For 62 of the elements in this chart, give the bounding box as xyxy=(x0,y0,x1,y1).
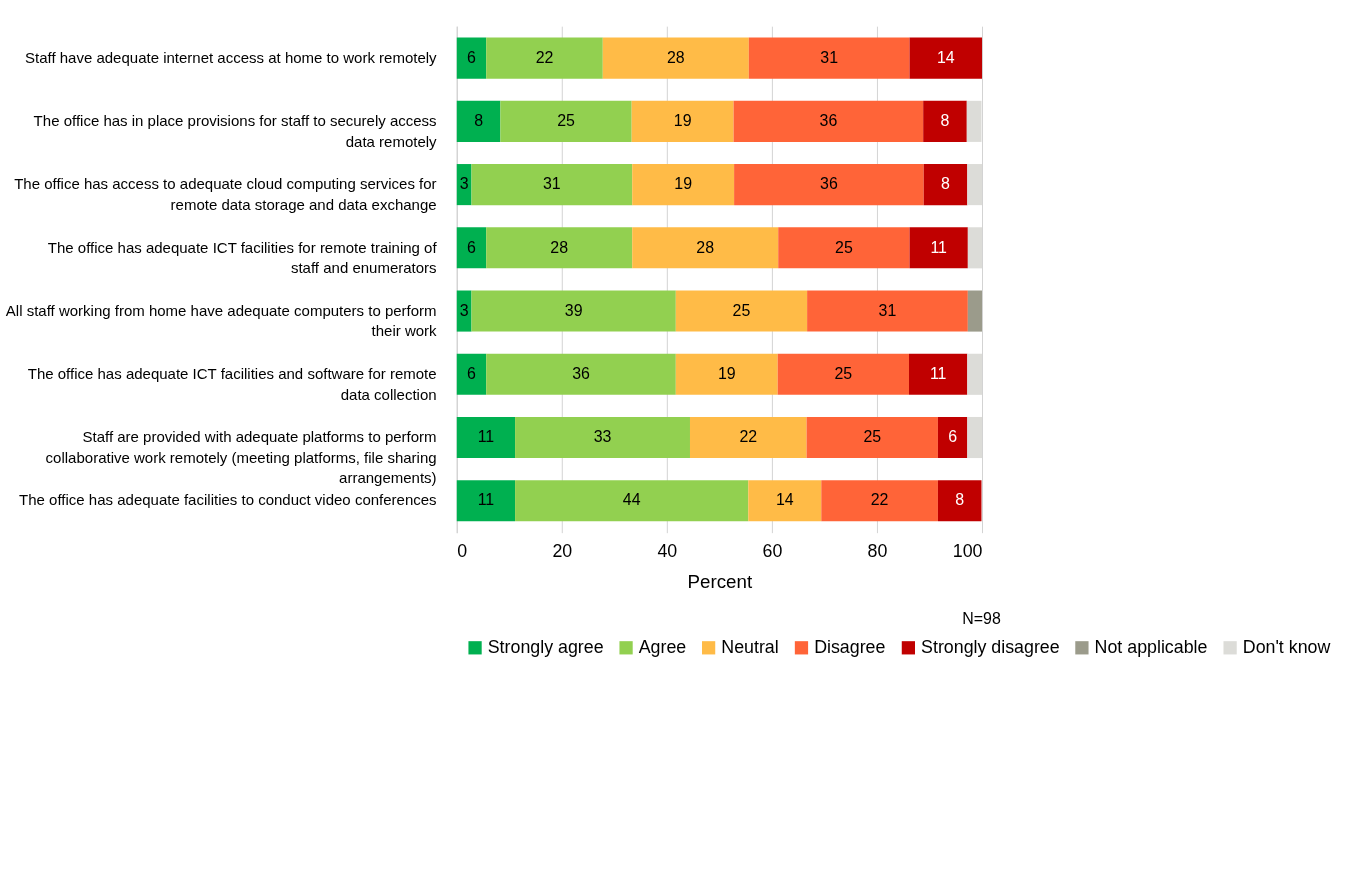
legend-label: Not applicable xyxy=(1094,637,1208,658)
data-label: 19 xyxy=(673,112,692,130)
data-label: 44 xyxy=(622,491,641,509)
data-label: 14 xyxy=(936,48,955,66)
text: N=98 xyxy=(962,609,1001,627)
data-label: 14 xyxy=(775,491,794,509)
data-label: 25 xyxy=(557,112,576,130)
legend-label: Disagree xyxy=(814,637,886,658)
y-tick-label: The office has adequate ICT facilities and software for remote data collection xyxy=(27,364,437,403)
y-tick-label: Staff are provided with adequate platforms to perform collaborative work remotely (meeting platforms, file sharing arrangements) xyxy=(45,428,437,487)
data-label: 19 xyxy=(674,175,693,193)
legend-label: Strongly disagree xyxy=(921,637,1060,658)
data-label: 11 xyxy=(930,238,948,256)
legend-label: Agree xyxy=(638,637,687,658)
y-tick-label: The office has adequate facilities to conduct video conferences xyxy=(19,491,437,509)
x-tick-label: 60 xyxy=(762,540,783,561)
data-label: 22 xyxy=(870,491,889,509)
x-tick-label: 0 xyxy=(457,540,468,561)
data-label: 36 xyxy=(820,175,838,193)
data-label: 22 xyxy=(535,48,554,66)
x-tick-label: 40 xyxy=(657,540,678,561)
x-tick-label: 20 xyxy=(552,540,573,561)
data-label: 6 xyxy=(467,238,477,256)
data-label: 28 xyxy=(666,48,685,66)
data-label: 6 xyxy=(467,48,477,66)
data-label: 22 xyxy=(739,428,758,446)
data-label: 31 xyxy=(878,301,897,319)
data-label: 8 xyxy=(940,112,950,130)
data-label: 11 xyxy=(477,428,495,446)
data-label: 31 xyxy=(820,48,839,66)
legend-label: Strongly agree xyxy=(487,637,604,658)
data-label: 8 xyxy=(955,491,965,509)
data-label: 8 xyxy=(474,112,484,130)
y-tick-label: The office has adequate ICT facilities for remote training of staff and enumerators xyxy=(47,238,438,277)
data-label: 25 xyxy=(863,428,882,446)
data-label: 28 xyxy=(696,238,715,256)
y-tick-label: Staff have adequate internet access at home to work remotely xyxy=(24,48,438,66)
data-label: 6 xyxy=(948,428,958,446)
legend-label: Don't know xyxy=(1242,637,1331,658)
data-label: 3 xyxy=(459,301,469,319)
y-tick-label: The office has in place provisions for staff to securely access data remotely xyxy=(33,112,438,150)
data-label: 33 xyxy=(593,428,612,446)
data-label: 25 xyxy=(834,364,853,382)
x-tick-label: 100 xyxy=(952,540,983,561)
x-axis-title: Percent xyxy=(687,571,753,593)
data-label: 11 xyxy=(929,364,947,382)
data-label: 36 xyxy=(572,364,590,382)
data-label: 3 xyxy=(459,175,469,193)
data-label: 11 xyxy=(477,491,495,509)
x-tick-label: 80 xyxy=(867,540,888,561)
data-label: 8 xyxy=(941,175,951,193)
data-label: 25 xyxy=(732,301,751,319)
data-label: 19 xyxy=(717,364,736,382)
data-label: 6 xyxy=(467,364,477,382)
y-tick-label: The office has access to adequate cloud computing services for remote data storage and data exchange xyxy=(14,175,437,213)
data-label: 28 xyxy=(550,238,569,256)
data-label: 25 xyxy=(835,238,853,256)
data-label: 31 xyxy=(542,175,561,193)
legend-label: Neutral xyxy=(721,637,779,658)
y-tick-label: All staff working from home have adequate computers to perform their work xyxy=(5,301,438,340)
data-label: 36 xyxy=(819,112,838,130)
data-label: 39 xyxy=(564,301,583,319)
